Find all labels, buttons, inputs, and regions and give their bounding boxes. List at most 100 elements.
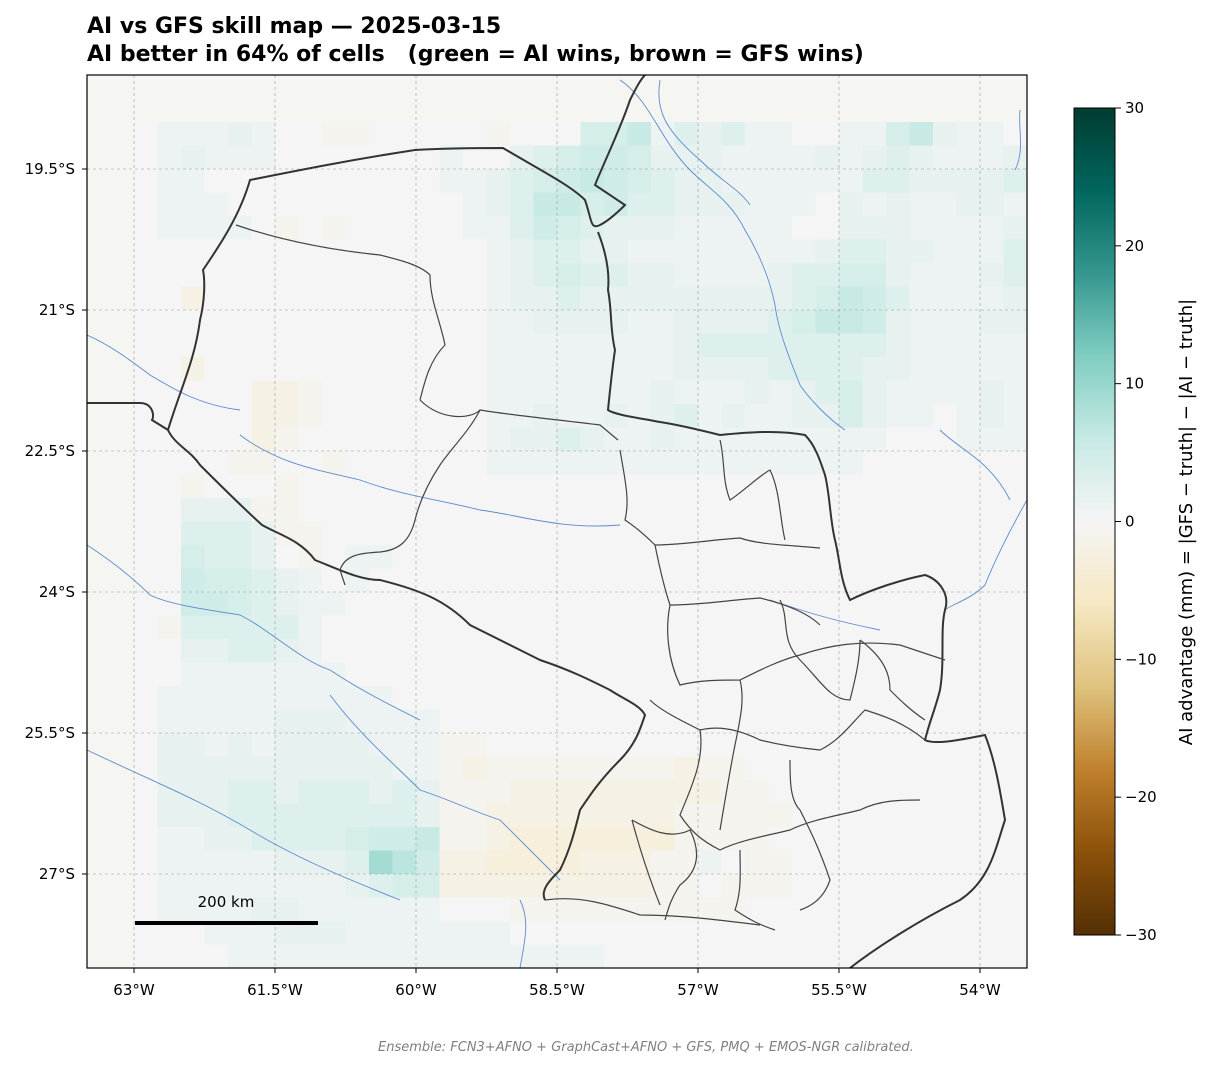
heatmap-cell [745, 380, 769, 405]
heatmap-cell [674, 780, 699, 804]
heatmap-cell [1145, 216, 1169, 240]
heatmap-cell [486, 498, 511, 522]
heatmap-cell [580, 380, 605, 405]
heatmap-cell [392, 827, 417, 851]
heatmap-cell [839, 545, 863, 569]
heatmap-cell [204, 545, 229, 569]
heatmap-cell [204, 521, 229, 546]
heatmap-cell [886, 944, 910, 968]
heatmap-cell [345, 756, 370, 781]
heatmap-cell [698, 451, 722, 475]
heatmap-cell [768, 944, 793, 968]
colorbar-tick-label: 0 [1125, 513, 1135, 531]
heatmap-cell [322, 357, 346, 381]
footer-note: Ensemble: FCN3+AFNO + GraphCast+AFNO + G… [378, 1040, 914, 1055]
heatmap-cell [134, 944, 158, 968]
heatmap-cell [486, 286, 511, 311]
heatmap-cell [768, 404, 793, 428]
heatmap-cell [604, 474, 628, 499]
heatmap-cell [909, 310, 934, 334]
heatmap-cell [1192, 827, 1214, 851]
heatmap-cell [721, 216, 746, 240]
heatmap-cell [463, 686, 487, 710]
heatmap-cell [933, 427, 957, 452]
heatmap-cell [1051, 169, 1075, 193]
heatmap-cell [862, 216, 887, 240]
heatmap-cell [980, 756, 1004, 781]
heatmap-cell [1027, 263, 1051, 287]
heatmap-cell [392, 239, 417, 264]
heatmap-cell [580, 192, 605, 217]
heatmap-cell [674, 498, 699, 522]
heatmap-cell [275, 169, 299, 193]
heatmap-cell [298, 380, 323, 405]
heatmap-cell [322, 944, 346, 968]
heatmap-cell [627, 615, 652, 640]
heatmap-cell [345, 145, 370, 170]
heatmap-cell [416, 263, 440, 287]
heatmap-cell [886, 333, 910, 358]
heatmap-cell [486, 263, 511, 287]
heatmap-cell [251, 427, 276, 452]
heatmap-cell [721, 686, 746, 710]
river-pilcomayo [87, 334, 241, 411]
heatmap-cell [604, 897, 628, 922]
heatmap-cell [1027, 334, 1051, 358]
heatmap-cell [933, 216, 957, 240]
heatmap-cell [839, 521, 863, 546]
heatmap-cell [486, 451, 511, 475]
heatmap-cell [439, 686, 464, 710]
heatmap-cell [322, 850, 346, 875]
heatmap-cell [792, 756, 816, 781]
heatmap-cell [862, 592, 887, 616]
heatmap-cell [604, 756, 628, 781]
heatmap-cell [604, 239, 628, 264]
heatmap-cell [792, 733, 816, 757]
heatmap-cell [439, 380, 464, 405]
heatmap-cell [486, 709, 511, 734]
heatmap-cell [134, 639, 158, 663]
heatmap-cell [792, 192, 816, 217]
heatmap-cell [604, 263, 628, 287]
heatmap-cell [486, 474, 511, 499]
heatmap-cell [134, 145, 158, 170]
heatmap-cell [322, 756, 346, 781]
heatmap-cell [157, 709, 182, 734]
heatmap-cell [674, 310, 699, 334]
heatmap-cell [322, 874, 346, 898]
heatmap-cell [721, 850, 746, 875]
map-title: AI vs GFS skill map — 2025-03-15 [87, 14, 502, 39]
heatmap-cell [815, 310, 840, 334]
heatmap-cell [1145, 498, 1169, 522]
heatmap-cell [298, 404, 323, 428]
heatmap-cell [463, 239, 487, 264]
heatmap-cell [768, 333, 793, 358]
y-tick-label: 25.5°S [25, 724, 75, 742]
heatmap-cell [1121, 898, 1145, 922]
heatmap-cell [275, 498, 299, 522]
heatmap-cell [251, 263, 276, 287]
heatmap-cell [1121, 710, 1145, 734]
heatmap-cell [416, 380, 440, 405]
heatmap-cell [1168, 874, 1192, 898]
heatmap-cell [510, 122, 534, 146]
heatmap-cell [251, 662, 276, 687]
heatmap-cell [674, 733, 699, 757]
heatmap-cell [510, 239, 534, 264]
heatmap-cell [674, 756, 699, 781]
heatmap-cell [792, 474, 816, 499]
heatmap-cell [604, 944, 628, 968]
heatmap-cell [980, 404, 1004, 428]
heatmap-cell [721, 827, 746, 851]
heatmap-cell [604, 498, 628, 522]
heatmap-cell [369, 615, 393, 640]
heatmap-cell [956, 897, 981, 922]
heatmap-cell [815, 145, 840, 170]
heatmap-cell [463, 921, 487, 945]
heatmap-cell [557, 357, 581, 381]
heatmap-cell [369, 498, 393, 522]
heatmap-cell [345, 615, 370, 640]
heatmap-cell [345, 827, 370, 851]
heatmap-cell [416, 780, 440, 804]
heatmap-cell [839, 756, 863, 781]
